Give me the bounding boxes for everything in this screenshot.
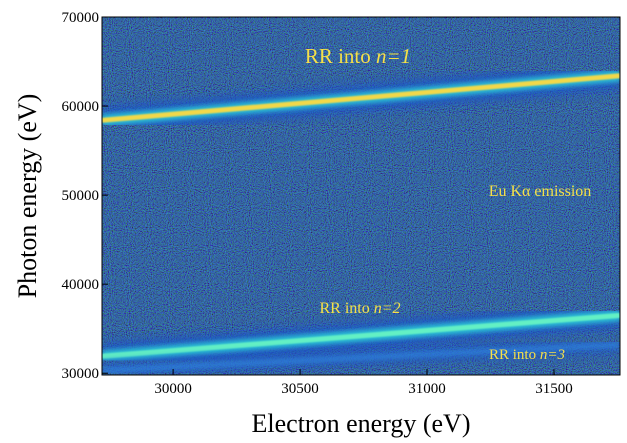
y-axis-label: Photon energy (eV) [13,94,42,299]
x-axis-label: Electron energy (eV) [252,409,471,438]
y-tick-label: 30000 [62,366,100,382]
plot-frame [101,16,621,376]
band [102,73,620,123]
y-tick-label: 50000 [62,188,100,204]
annotation-emph: n=3 [540,347,565,363]
band [102,312,620,359]
annotation-text: RR into [489,347,540,363]
x-tick-label: 30500 [281,381,319,397]
annotation: RR into n=3 [489,347,565,363]
annotation: RR into n=2 [319,300,400,317]
plot-area [102,17,620,375]
annotation-emph: n=2 [374,300,401,317]
annotation: RR into n=1 [305,44,411,68]
annotation-text: RR into [319,300,373,317]
x-tick-label: 31000 [408,381,446,397]
annotation: Eu Kα emission [489,183,592,200]
y-tick-label: 70000 [62,10,100,26]
annotation-text: Eu Kα emission [489,183,592,200]
axes: 30000 40000 50000 60000 70000 30000 30500 31000… [62,10,573,397]
band [102,341,620,374]
y-tick-label: 40000 [62,277,100,293]
x-tick-label: 30000 [154,381,192,397]
annotation-emph: n=1 [376,44,411,68]
x-tick-label: 31500 [535,381,573,397]
y-tick-label: 60000 [62,99,100,115]
annotation-text: RR into [305,44,376,68]
bands [102,62,620,375]
